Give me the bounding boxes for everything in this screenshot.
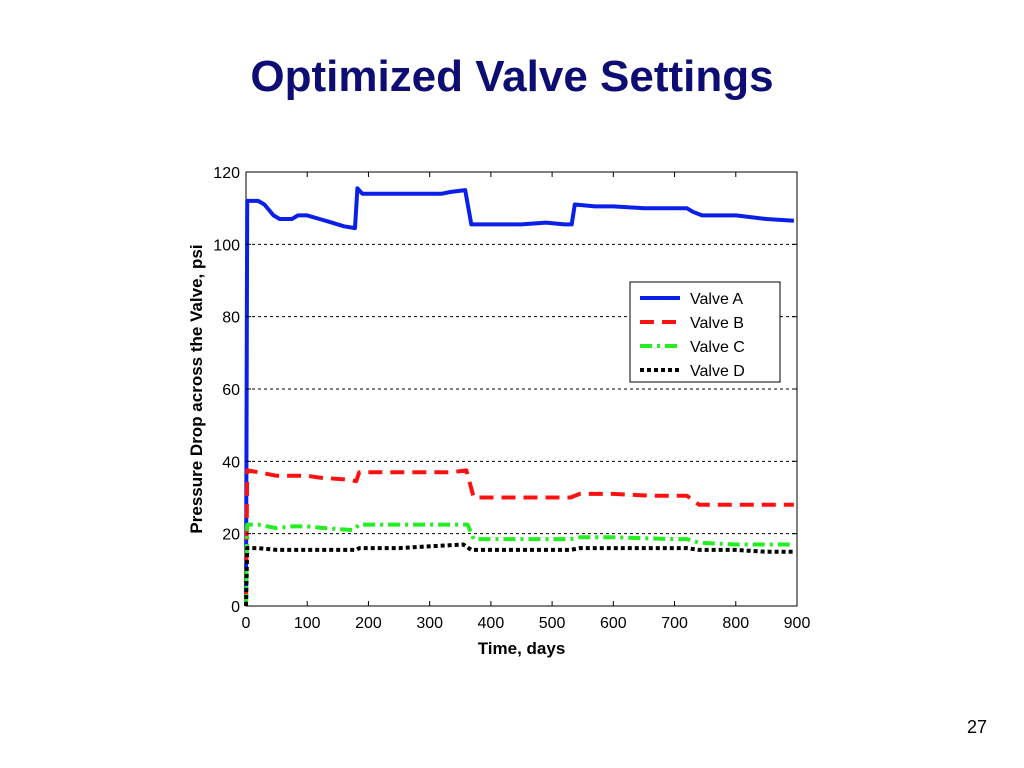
legend-label-4: Valve D bbox=[690, 363, 745, 380]
y-axis-label: Pressure Drop across the Valve, psi bbox=[187, 244, 206, 533]
y-tick-label: 100 bbox=[213, 237, 240, 254]
x-tick-label: 500 bbox=[539, 615, 566, 632]
legend-label-3: Valve C bbox=[690, 339, 745, 356]
x-tick-label: 300 bbox=[416, 615, 443, 632]
x-tick-label: 600 bbox=[600, 615, 627, 632]
series-line-1 bbox=[244, 186, 795, 607]
y-tick-label: 20 bbox=[222, 527, 240, 544]
x-tick-label: 100 bbox=[294, 615, 321, 632]
slide-title: Optimized Valve Settings bbox=[250, 52, 774, 101]
axes: 0 100 200 300 400 500 600 700 800 900 0 20 40 60 80 100… bbox=[213, 165, 810, 632]
legend-label-1: Valve A bbox=[690, 291, 743, 308]
page-number: 27 bbox=[966, 717, 987, 737]
y-tick-label: 80 bbox=[222, 310, 240, 327]
series-lines bbox=[244, 186, 795, 607]
legend-label-2: Valve B bbox=[690, 315, 744, 332]
series-line-3 bbox=[244, 522, 794, 607]
x-tick-label: 0 bbox=[242, 615, 251, 632]
x-tick-label: 200 bbox=[355, 615, 382, 632]
x-tick-label: 400 bbox=[478, 615, 505, 632]
y-tick-label: 40 bbox=[222, 454, 240, 471]
y-tick-label: 120 bbox=[213, 165, 240, 182]
series-line-2 bbox=[244, 468, 794, 607]
pressure-drop-chart: 0 100 200 300 400 500 600 700 800 900 0 20 40 60 80 100… bbox=[187, 165, 810, 658]
x-tick-label: 700 bbox=[661, 615, 688, 632]
legend: Valve A Valve B Valve C Valve D bbox=[629, 281, 781, 383]
y-tick-label: 60 bbox=[222, 382, 240, 399]
x-tick-label: 800 bbox=[722, 615, 749, 632]
x-axis-label: Time, days bbox=[478, 639, 566, 658]
x-tick-label: 900 bbox=[784, 615, 811, 632]
grid-lines bbox=[246, 243, 797, 535]
series-line-4 bbox=[244, 542, 794, 607]
y-tick-label: 0 bbox=[231, 599, 240, 616]
